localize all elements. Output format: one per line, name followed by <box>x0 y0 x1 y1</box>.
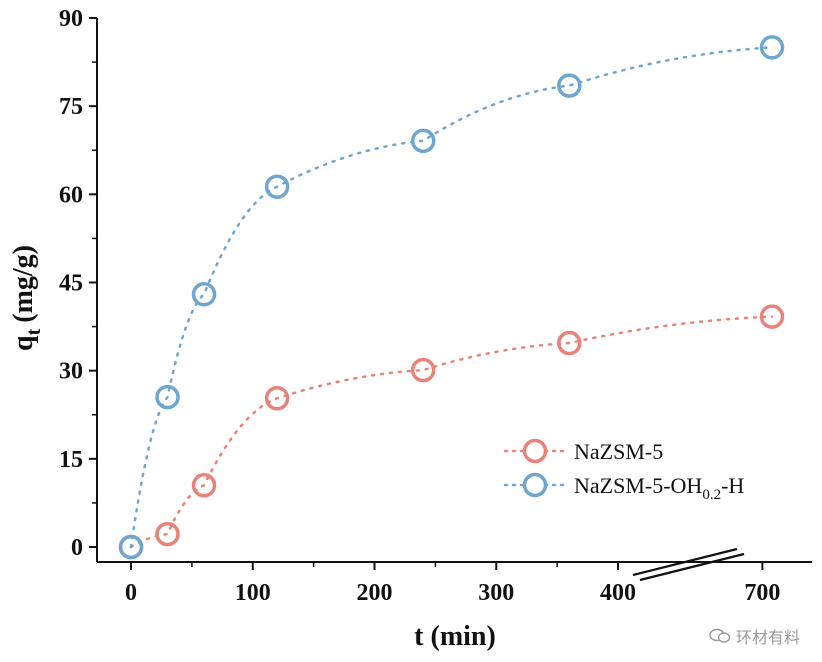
y-tick-label: 75 <box>59 94 83 120</box>
watermark: 环材有料 <box>709 624 800 648</box>
series-fit-line-1 <box>129 46 774 549</box>
data-point-series-0 <box>191 473 217 498</box>
x-tick-label: 0 <box>125 580 137 606</box>
data-point-series-0 <box>155 521 180 547</box>
axis-break-line <box>639 552 745 582</box>
data-point-series-1 <box>191 282 217 307</box>
y-axis-title: qt (mg/g) <box>8 245 45 351</box>
y-tick-label: 30 <box>59 359 83 385</box>
x-tick-label: 200 <box>357 580 393 606</box>
legend-label-subscript: 0.2 <box>702 487 721 503</box>
data-point-series-0 <box>264 386 290 411</box>
legend-label-suffix: -H <box>721 473 744 498</box>
y-tick-label: 45 <box>59 271 83 297</box>
y-tick-label: 60 <box>59 182 83 208</box>
data-point-series-1 <box>264 174 290 199</box>
plot-frame <box>96 18 812 563</box>
x-tick-label: 100 <box>235 580 271 606</box>
data-point-series-1 <box>118 534 144 560</box>
x-tick-label: 400 <box>600 580 636 606</box>
data-point-series-1 <box>557 73 582 98</box>
y-axis-title-subscript: t <box>23 328 45 335</box>
legend-label-nazsm5: NaZSM-5 <box>574 439 663 464</box>
x-axis-break <box>632 547 745 582</box>
wechat-icon <box>709 628 731 643</box>
legend-item-nazsm5-oh: NaZSM-5-OH0.2-H <box>503 472 744 503</box>
series-fit-line-0 <box>129 315 774 549</box>
y-tick-label: 90 <box>59 6 83 32</box>
y-axis-ticks: 0 15 30 45 60 75 90 <box>59 6 97 561</box>
y-axis-title-main: q <box>8 335 39 351</box>
x-tick-label: 300 <box>478 580 514 606</box>
data-point-series-0 <box>557 330 582 356</box>
legend: NaZSM-5 NaZSM-5-OH0.2-H <box>503 438 744 503</box>
series-layer <box>118 35 785 560</box>
y-axis-title-unit: (mg/g) <box>8 245 39 323</box>
axis-break-line <box>632 547 738 577</box>
data-point-series-0 <box>759 304 785 329</box>
x-tick-label: 700 <box>744 580 780 606</box>
x-axis-title: t (min) <box>414 621 496 652</box>
x-axis-ticks: 0 100 200 300 400 700 <box>125 562 780 606</box>
legend-item-nazsm5: NaZSM-5 <box>503 438 663 464</box>
data-point-series-0 <box>410 357 436 383</box>
data-point-series-1 <box>759 35 785 60</box>
legend-marker-nazsm5-oh <box>522 472 548 498</box>
legend-label-main: NaZSM-5-OH <box>574 473 702 498</box>
y-tick-label: 15 <box>59 447 83 473</box>
y-tick-label: 0 <box>71 535 83 561</box>
data-point-series-1 <box>410 128 436 154</box>
legend-label-nazsm5-oh: NaZSM-5-OH0.2-H <box>574 473 744 503</box>
watermark-text: 环材有料 <box>735 628 800 647</box>
legend-marker-nazsm5 <box>522 438 548 464</box>
data-point-series-1 <box>155 384 180 410</box>
